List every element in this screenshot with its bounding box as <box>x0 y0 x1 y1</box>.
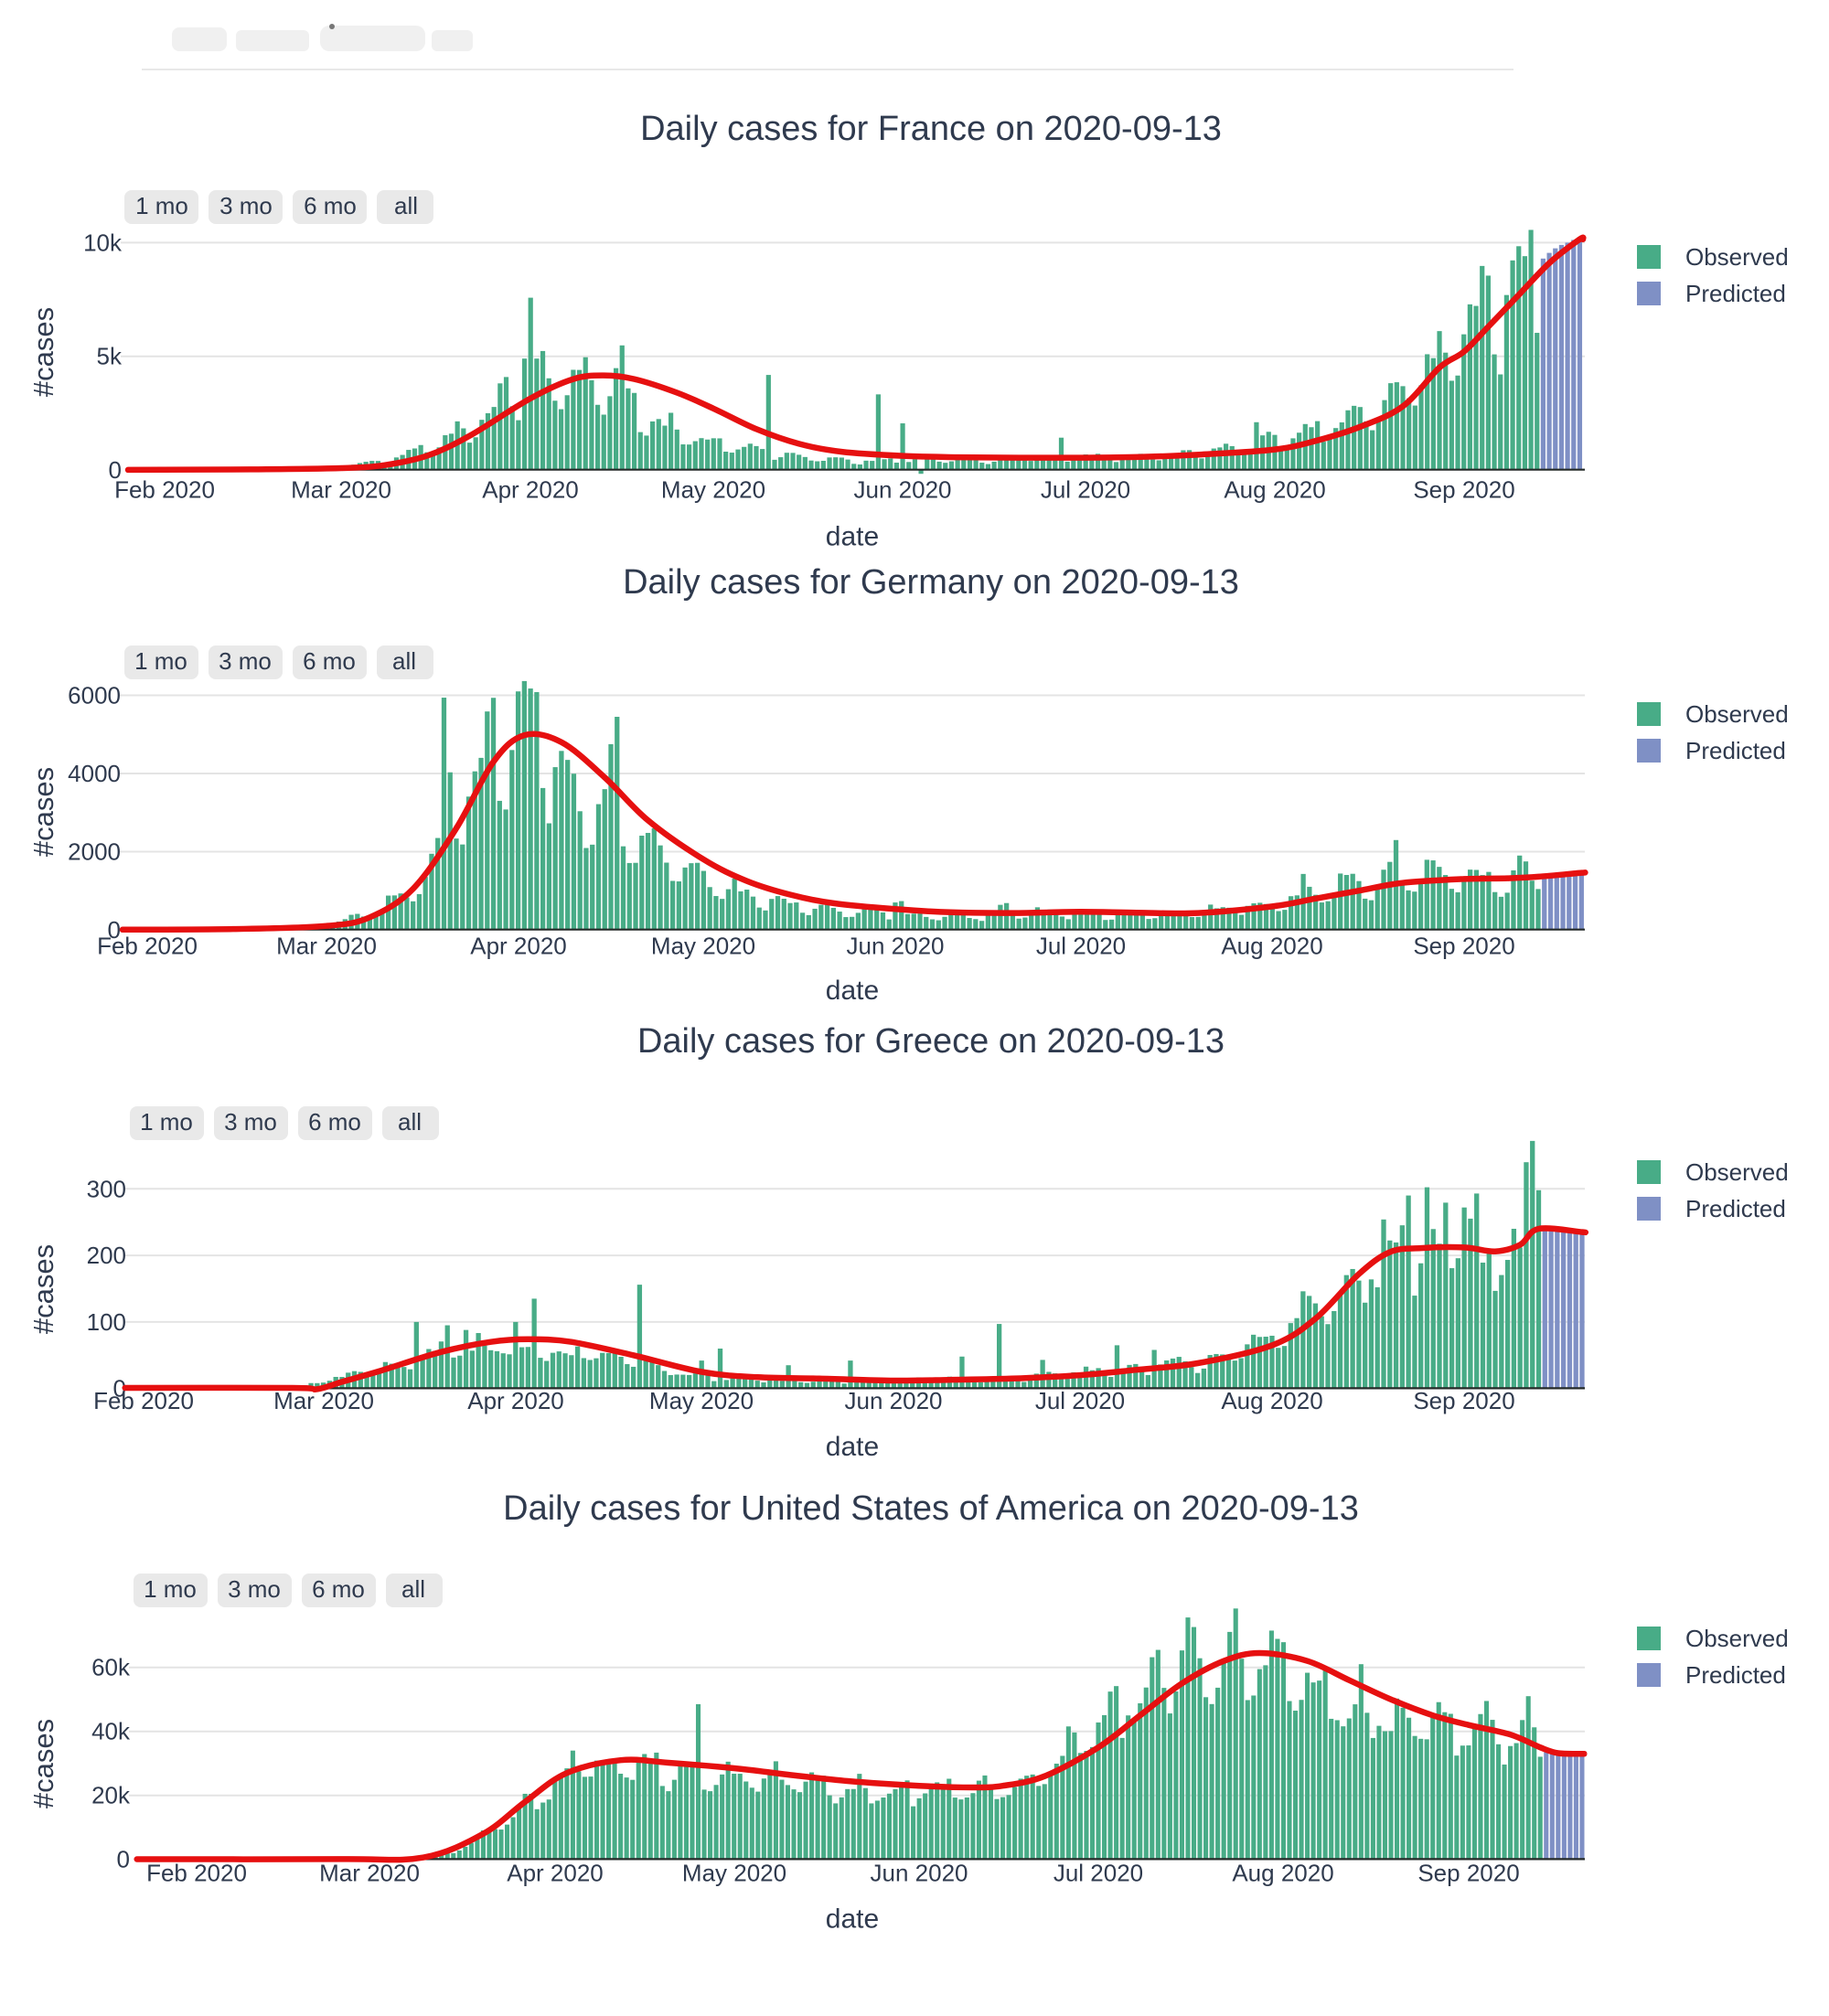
svg-text:all: all <box>398 1108 422 1136</box>
svg-text:May 2020: May 2020 <box>651 933 755 960</box>
svg-text:date: date <box>826 976 879 1006</box>
svg-text:Feb 2020: Feb 2020 <box>146 1860 247 1887</box>
svg-text:Feb 2020: Feb 2020 <box>114 476 215 504</box>
svg-text:6 mo: 6 mo <box>312 1575 365 1603</box>
svg-text:Mar 2020: Mar 2020 <box>276 933 377 960</box>
svg-text:1 mo: 1 mo <box>135 192 188 219</box>
svg-text:0: 0 <box>117 1846 130 1873</box>
svg-text:Daily cases for United States: Daily cases for United States of America… <box>503 1489 1359 1528</box>
svg-text:1 mo: 1 mo <box>140 1108 193 1136</box>
svg-text:May 2020: May 2020 <box>661 476 765 504</box>
svg-text:Jul 2020: Jul 2020 <box>1036 933 1126 960</box>
svg-text:3 mo: 3 mo <box>224 1108 277 1136</box>
svg-text:6000: 6000 <box>68 682 121 709</box>
svg-text:Observed: Observed <box>1685 243 1789 271</box>
svg-text:Jul 2020: Jul 2020 <box>1054 1860 1143 1887</box>
svg-text:Apr 2020: Apr 2020 <box>507 1860 604 1887</box>
svg-text:3 mo: 3 mo <box>219 192 273 219</box>
svg-text:Jun 2020: Jun 2020 <box>871 1860 968 1887</box>
svg-text:Aug 2020: Aug 2020 <box>1224 476 1325 504</box>
svg-text:Aug 2020: Aug 2020 <box>1232 1860 1333 1887</box>
svg-text:1 mo: 1 mo <box>134 647 187 675</box>
svg-text:Apr 2020: Apr 2020 <box>467 1387 564 1414</box>
svg-text:Jul 2020: Jul 2020 <box>1035 1387 1125 1414</box>
svg-text:Predicted: Predicted <box>1685 280 1786 307</box>
svg-text:#cases: #cases <box>27 1244 59 1334</box>
svg-text:Aug 2020: Aug 2020 <box>1221 1387 1322 1414</box>
svg-text:Observed: Observed <box>1685 1158 1789 1186</box>
svg-text:Mar 2020: Mar 2020 <box>291 476 391 504</box>
svg-text:Apr 2020: Apr 2020 <box>470 933 567 960</box>
svg-text:6 mo: 6 mo <box>303 647 356 675</box>
svg-text:20k: 20k <box>91 1782 131 1809</box>
svg-text:200: 200 <box>87 1242 126 1269</box>
svg-text:Observed: Observed <box>1685 1625 1789 1652</box>
svg-text:all: all <box>392 647 416 675</box>
svg-text:all: all <box>394 192 418 219</box>
svg-text:date: date <box>826 521 879 551</box>
svg-text:Apr 2020: Apr 2020 <box>482 476 579 504</box>
svg-text:Daily cases for Germany on 202: Daily cases for Germany on 2020-09-13 <box>623 563 1239 602</box>
svg-text:Aug 2020: Aug 2020 <box>1221 933 1322 960</box>
svg-text:Predicted: Predicted <box>1685 737 1786 764</box>
svg-text:60k: 60k <box>91 1654 131 1681</box>
svg-text:May 2020: May 2020 <box>682 1860 786 1887</box>
svg-text:Daily cases for France on 2020: Daily cases for France on 2020-09-13 <box>640 110 1222 148</box>
svg-text:300: 300 <box>87 1175 126 1202</box>
svg-text:4000: 4000 <box>68 760 121 787</box>
svg-text:Sep 2020: Sep 2020 <box>1413 933 1514 960</box>
svg-text:10k: 10k <box>83 229 123 256</box>
svg-text:Predicted: Predicted <box>1685 1195 1786 1222</box>
svg-text:Predicted: Predicted <box>1685 1661 1786 1689</box>
svg-text:May 2020: May 2020 <box>649 1387 754 1414</box>
svg-text:2000: 2000 <box>68 838 121 866</box>
svg-text:#cases: #cases <box>27 767 59 857</box>
svg-text:Sep 2020: Sep 2020 <box>1413 1387 1514 1414</box>
svg-text:Jul 2020: Jul 2020 <box>1041 476 1130 504</box>
svg-text:Mar 2020: Mar 2020 <box>319 1860 420 1887</box>
svg-text:Sep 2020: Sep 2020 <box>1417 1860 1519 1887</box>
svg-text:40k: 40k <box>91 1718 131 1745</box>
svg-text:3 mo: 3 mo <box>219 647 272 675</box>
svg-text:Observed: Observed <box>1685 700 1789 728</box>
svg-text:6 mo: 6 mo <box>308 1108 361 1136</box>
svg-text:6 mo: 6 mo <box>304 192 357 219</box>
svg-text:3 mo: 3 mo <box>228 1575 281 1603</box>
svg-text:Jun 2020: Jun 2020 <box>854 476 952 504</box>
svg-text:all: all <box>401 1575 425 1603</box>
svg-text:Jun 2020: Jun 2020 <box>847 933 945 960</box>
svg-text:5k: 5k <box>97 343 123 370</box>
svg-text:Jun 2020: Jun 2020 <box>845 1387 943 1414</box>
svg-text:date: date <box>826 1904 879 1935</box>
svg-text:Daily cases for Greece on 2020: Daily cases for Greece on 2020-09-13 <box>637 1022 1225 1061</box>
svg-text:#cases: #cases <box>27 307 59 397</box>
svg-text:#cases: #cases <box>27 1719 59 1808</box>
svg-text:100: 100 <box>87 1308 126 1336</box>
svg-text:Sep 2020: Sep 2020 <box>1413 476 1514 504</box>
svg-text:1 mo: 1 mo <box>144 1575 197 1603</box>
svg-text:Feb 2020: Feb 2020 <box>97 933 198 960</box>
svg-text:Feb 2020: Feb 2020 <box>93 1387 194 1414</box>
svg-text:Mar 2020: Mar 2020 <box>273 1387 374 1414</box>
svg-text:date: date <box>826 1432 879 1462</box>
